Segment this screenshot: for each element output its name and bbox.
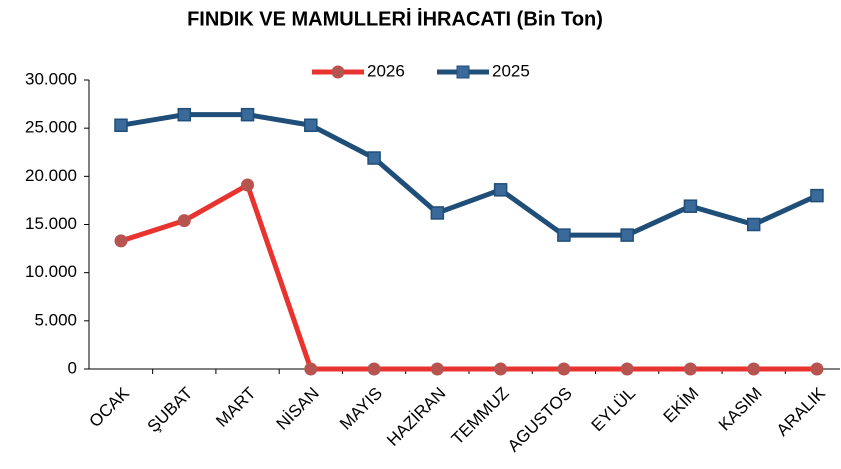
marker [620, 362, 634, 376]
y-tick-label: 30.000 [25, 69, 77, 88]
marker [683, 362, 697, 376]
marker [747, 362, 761, 376]
marker [114, 234, 128, 248]
marker [304, 362, 318, 376]
marker [240, 107, 255, 122]
marker [430, 362, 444, 376]
marker [241, 178, 255, 192]
x-tick-label: EKİM [660, 384, 703, 427]
marker [367, 362, 381, 376]
series-line [120, 182, 817, 372]
x-tick-label: KASIM [715, 384, 766, 435]
x-tick-label: OCAK [85, 383, 133, 431]
x-tick-label: HAZİRAN [383, 384, 449, 450]
marker [367, 151, 381, 165]
marker [304, 118, 318, 133]
legend-label: 2026 [367, 61, 405, 80]
marker [620, 228, 634, 242]
y-tick-label: 10.000 [25, 262, 77, 281]
y-tick-label: 5.000 [34, 310, 77, 329]
x-tick-label: AGUSTOS [504, 384, 576, 456]
marker [177, 107, 192, 122]
series-line [120, 112, 819, 238]
x-tick-label: NİSAN [273, 384, 323, 434]
marker [430, 206, 445, 220]
y-tick-label: 0 [68, 358, 77, 377]
x-tick-label: ARALIK [773, 383, 830, 440]
x-tick-label: TEMMUZ [448, 384, 513, 449]
marker [177, 214, 191, 228]
marker [746, 217, 761, 232]
marker [557, 228, 571, 242]
x-tick-label: EYLÜL [588, 384, 640, 436]
x-tick-label: ŞUBAT [144, 384, 197, 437]
marker [810, 362, 824, 376]
legend-marker [456, 65, 470, 79]
legend-label: 2025 [492, 61, 530, 80]
marker [557, 362, 571, 376]
chart-title: FINDIK VE MAMULLERİ İHRACATI (Bin Ton) [187, 7, 603, 30]
x-tick-label: MAYIS [336, 384, 386, 434]
legend-marker [331, 65, 345, 79]
y-tick-label: 15.000 [25, 214, 77, 233]
x-tick-label: MART [212, 384, 259, 431]
marker [114, 118, 128, 133]
marker [494, 362, 508, 376]
y-tick-label: 20.000 [25, 166, 77, 185]
marker [810, 188, 824, 203]
marker [493, 183, 508, 197]
y-tick-label: 25.000 [25, 118, 77, 137]
marker [683, 199, 698, 213]
